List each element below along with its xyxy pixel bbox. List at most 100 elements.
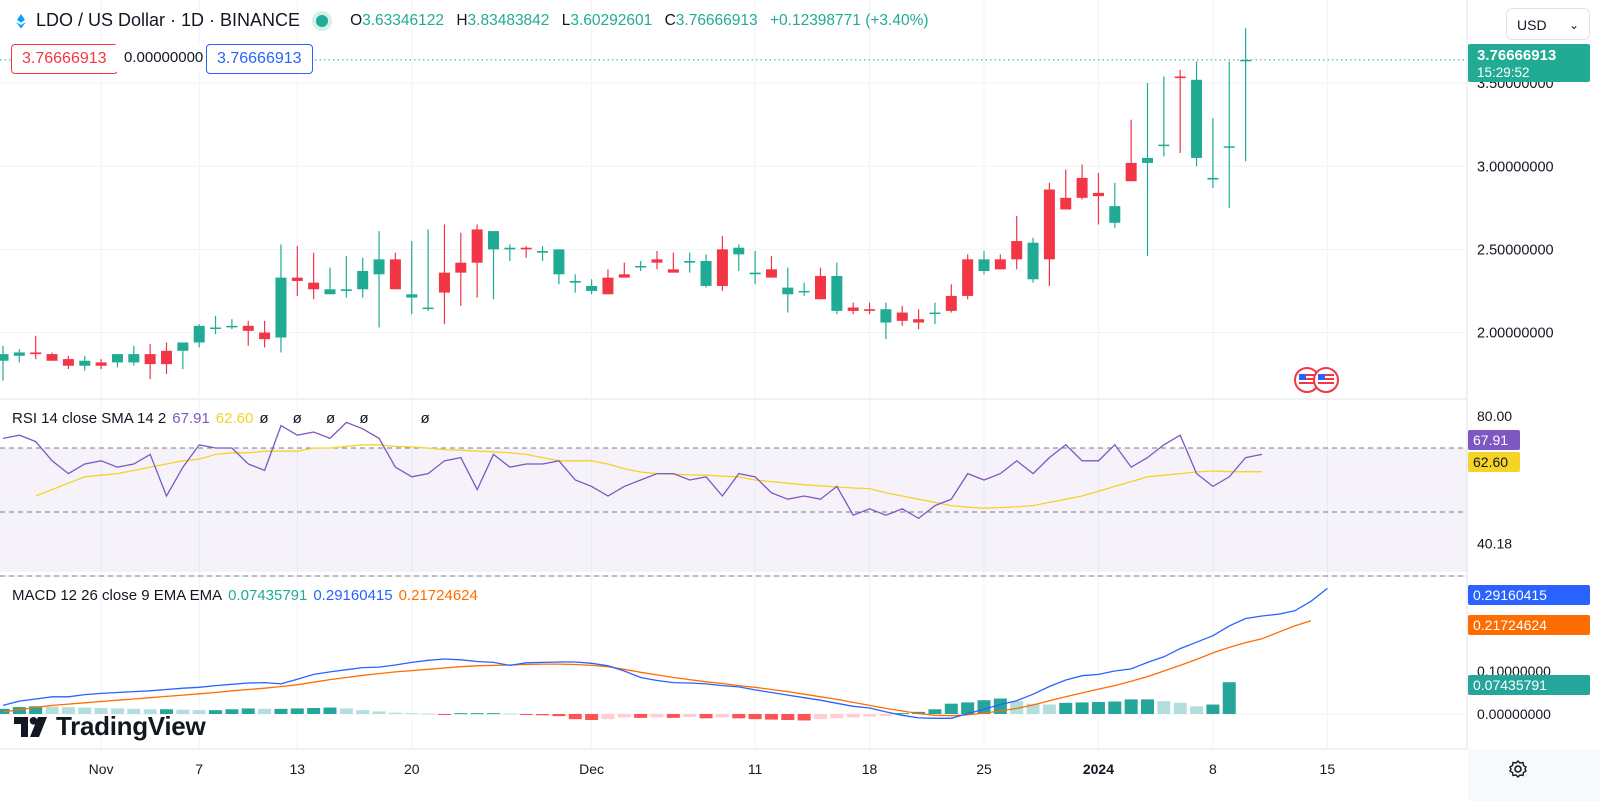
candle (1076, 164, 1088, 200)
macd-signal-line (2, 620, 1312, 717)
candle-body (46, 354, 58, 361)
sell-price-button[interactable]: 3.76666913 (11, 44, 118, 74)
candle-body (635, 266, 647, 268)
macd-histogram-bar (944, 703, 958, 714)
candle (1158, 76, 1170, 157)
macd-histogram-bar (45, 706, 59, 714)
candle-body (79, 360, 91, 366)
candle (847, 302, 859, 315)
rsi-value-badge-text: 67.91 (1473, 432, 1508, 448)
candle (831, 262, 843, 315)
candle (602, 269, 614, 295)
macd-histogram-bar (683, 714, 697, 718)
candle (1109, 182, 1121, 228)
candle (994, 254, 1006, 270)
gear-icon[interactable] (1507, 758, 1529, 780)
macd-histogram-bar (519, 714, 533, 715)
candle-body (913, 319, 925, 323)
macd-axis-tick: 0.00000000 (1477, 706, 1551, 722)
candle (111, 354, 123, 368)
candle-body (667, 269, 679, 273)
price-axis-tick: 2.00000000 (1477, 326, 1554, 342)
candle (815, 267, 826, 300)
candle-body (95, 362, 107, 366)
candle-body (1174, 76, 1186, 79)
candle (291, 246, 303, 296)
macd-histogram-bar (568, 714, 582, 720)
macd-histogram-bar (666, 714, 680, 718)
rsi-sma-line (35, 444, 1262, 509)
candle (749, 251, 761, 285)
candle-body (896, 312, 908, 321)
rsi-band (0, 448, 1467, 572)
macd-histogram-bar (879, 714, 893, 717)
candle-body (749, 272, 761, 275)
macd-histogram-bar (274, 708, 288, 714)
macd-histogram-bar (846, 714, 860, 718)
candle-body (275, 277, 287, 338)
macd-histogram-bar (421, 713, 435, 715)
macd-histogram-bar (601, 714, 615, 720)
candle (79, 355, 91, 371)
candle (46, 352, 58, 361)
macd-histogram-bar (928, 709, 942, 714)
candle (0, 345, 9, 381)
candle-body (128, 354, 140, 363)
macd-histogram-bar (1042, 704, 1056, 714)
candle (913, 309, 925, 330)
macd-histogram-bar (176, 709, 190, 714)
macd-histogram-bar (94, 707, 108, 714)
candle (340, 256, 352, 298)
candle-body (226, 325, 238, 328)
buy-price-button[interactable]: 3.76666913 (206, 44, 313, 74)
candle-body (978, 259, 990, 271)
time-axis-tick: 20 (404, 761, 420, 777)
candle (978, 251, 990, 275)
market-status-icon[interactable] (316, 14, 329, 27)
candle-body (177, 342, 189, 351)
macd-histogram-bar (552, 714, 566, 717)
candle-body (210, 327, 222, 330)
candle (488, 231, 499, 300)
candle (553, 249, 565, 285)
candle-body (1191, 79, 1203, 158)
symbol-title[interactable]: LDO / US Dollar · 1D · BINANCE (36, 10, 301, 30)
candle-body (847, 307, 859, 311)
candle-body (504, 247, 516, 250)
macd-histogram-bar (797, 714, 811, 721)
candle-body (602, 277, 614, 295)
macd-legend[interactable]: MACD 12 26 close 9 EMA EMA 0.07435791 0.29… (12, 587, 478, 604)
macd-histogram-bar (814, 714, 827, 720)
macd-histogram-bar (732, 714, 746, 719)
time-axis-tick: 15 (1320, 761, 1336, 777)
macd-histogram-bar (895, 713, 909, 715)
time-axis-tick: 7 (195, 761, 203, 777)
macd-histogram-bar (454, 713, 468, 715)
candle (586, 279, 598, 295)
tradingview-logo[interactable]: TradingView (14, 711, 206, 742)
candle (128, 345, 140, 366)
macd-histogram-bar (110, 708, 124, 714)
candle-body (389, 259, 401, 290)
candle (324, 267, 336, 295)
ohlc-values: O3.63346122 H3.83483842 L3.60292601 C3.7… (350, 11, 929, 29)
macd-histogram-bar (1173, 702, 1187, 714)
us-flag-event-icon[interactable] (1313, 367, 1339, 393)
macd-histogram-bar (1206, 704, 1220, 714)
candle-body (1092, 192, 1104, 197)
candle (357, 257, 369, 298)
macd-histogram-bar (1222, 682, 1236, 714)
candle-body (0, 354, 9, 361)
macd-histogram-bar (405, 713, 419, 715)
candle-body (782, 287, 794, 295)
candle-body (798, 290, 810, 293)
tradingview-logo-icon (14, 716, 47, 737)
macd-histogram-bar (1141, 699, 1154, 714)
candle (95, 359, 107, 370)
candle-body (1223, 146, 1235, 148)
candle-body (733, 247, 745, 255)
macd-histogram-bar (78, 707, 92, 714)
currency-select[interactable]: USD ⌄ (1506, 8, 1590, 40)
